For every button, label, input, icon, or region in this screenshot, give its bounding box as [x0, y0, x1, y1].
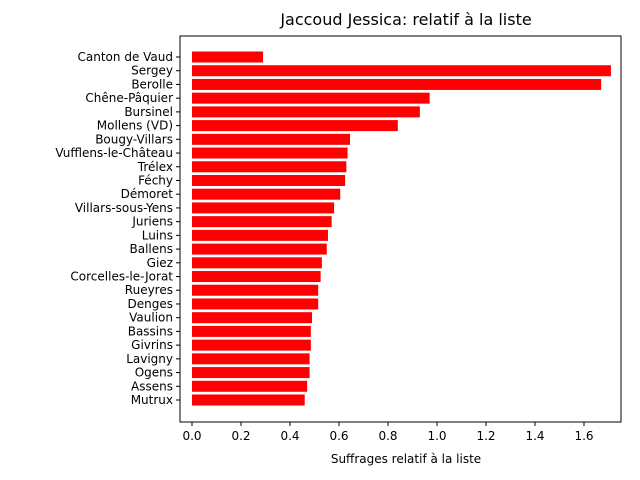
y-tick-label: Chêne-Pâquier: [85, 91, 173, 105]
chart-title: Jaccoud Jessica: relatif à la liste: [279, 10, 531, 29]
y-axis-ticks: Canton de VaudSergeyBerolleChêne-Pâquier…: [55, 50, 180, 407]
bar: [192, 78, 602, 90]
y-tick-label: Bassins: [128, 324, 173, 338]
y-tick-label: Juriens: [131, 215, 173, 229]
bar: [192, 353, 310, 365]
y-tick-label: Givrins: [131, 338, 173, 352]
bar: [192, 120, 398, 132]
bar: [192, 106, 420, 118]
x-tick-label: 1.6: [574, 429, 593, 443]
x-tick-label: 1.0: [427, 429, 446, 443]
x-tick-label: 0.0: [182, 429, 201, 443]
bar: [192, 257, 322, 269]
y-tick-label: Démoret: [121, 187, 174, 201]
bar: [192, 65, 611, 77]
y-tick-label: Mutrux: [131, 393, 173, 407]
y-tick-label: Mollens (VD): [97, 119, 173, 133]
bar: [192, 394, 305, 406]
y-tick-label: Vaulion: [129, 311, 173, 325]
x-axis-ticks: 0.0 0.2 0.4 0.6 0.8 1.0 1.2 1.4 1.6: [182, 422, 594, 443]
bar: [192, 202, 335, 214]
y-tick-label: Ogens: [135, 366, 173, 380]
bar: [192, 339, 311, 351]
y-tick-label: Bougy-Villars: [95, 132, 173, 146]
bar: [192, 271, 321, 283]
bar: [192, 161, 347, 173]
y-tick-label: Canton de Vaud: [78, 50, 173, 64]
y-tick-label: Féchy: [138, 173, 173, 187]
x-tick-label: 0.6: [329, 429, 348, 443]
y-tick-label: Sergey: [131, 64, 173, 78]
x-tick-label: 1.2: [476, 429, 495, 443]
y-tick-label: Luins: [142, 228, 173, 242]
x-axis-label: Suffrages relatif à la liste: [331, 452, 481, 466]
y-tick-label: Vufflens-le-Château: [55, 146, 173, 160]
y-tick-label: Villars-sous-Yens: [75, 201, 173, 215]
y-tick-label: Giez: [147, 256, 173, 270]
bar: [192, 243, 327, 255]
bar: [192, 147, 348, 159]
y-tick-label: Berolle: [131, 77, 173, 91]
y-tick-label: Ballens: [130, 242, 174, 256]
y-tick-label: Corcelles-le-Jorat: [70, 270, 173, 284]
x-tick-label: 0.4: [280, 429, 299, 443]
x-tick-label: 1.4: [525, 429, 544, 443]
bar: [192, 92, 430, 104]
bar: [192, 174, 346, 186]
bar: [192, 367, 310, 379]
bar: [192, 188, 341, 200]
y-tick-label: Lavigny: [126, 352, 173, 366]
y-tick-label: Assens: [131, 379, 173, 393]
bar: [192, 312, 313, 324]
bar: [192, 51, 264, 63]
bar: [192, 216, 332, 228]
bar: [192, 229, 328, 241]
plot-frame: [179, 35, 622, 423]
x-tick-label: 0.8: [378, 429, 397, 443]
bar: [192, 133, 351, 145]
y-tick-label: Trélex: [137, 160, 173, 174]
bars-group: [192, 51, 611, 406]
x-tick-label: 0.2: [231, 429, 250, 443]
bar: [192, 298, 319, 310]
y-tick-label: Bursinel: [124, 105, 173, 119]
y-tick-label: Rueyres: [125, 283, 173, 297]
y-tick-label: Denges: [128, 297, 173, 311]
bar: [192, 284, 319, 296]
bar: [192, 380, 308, 392]
bar: [192, 325, 311, 337]
